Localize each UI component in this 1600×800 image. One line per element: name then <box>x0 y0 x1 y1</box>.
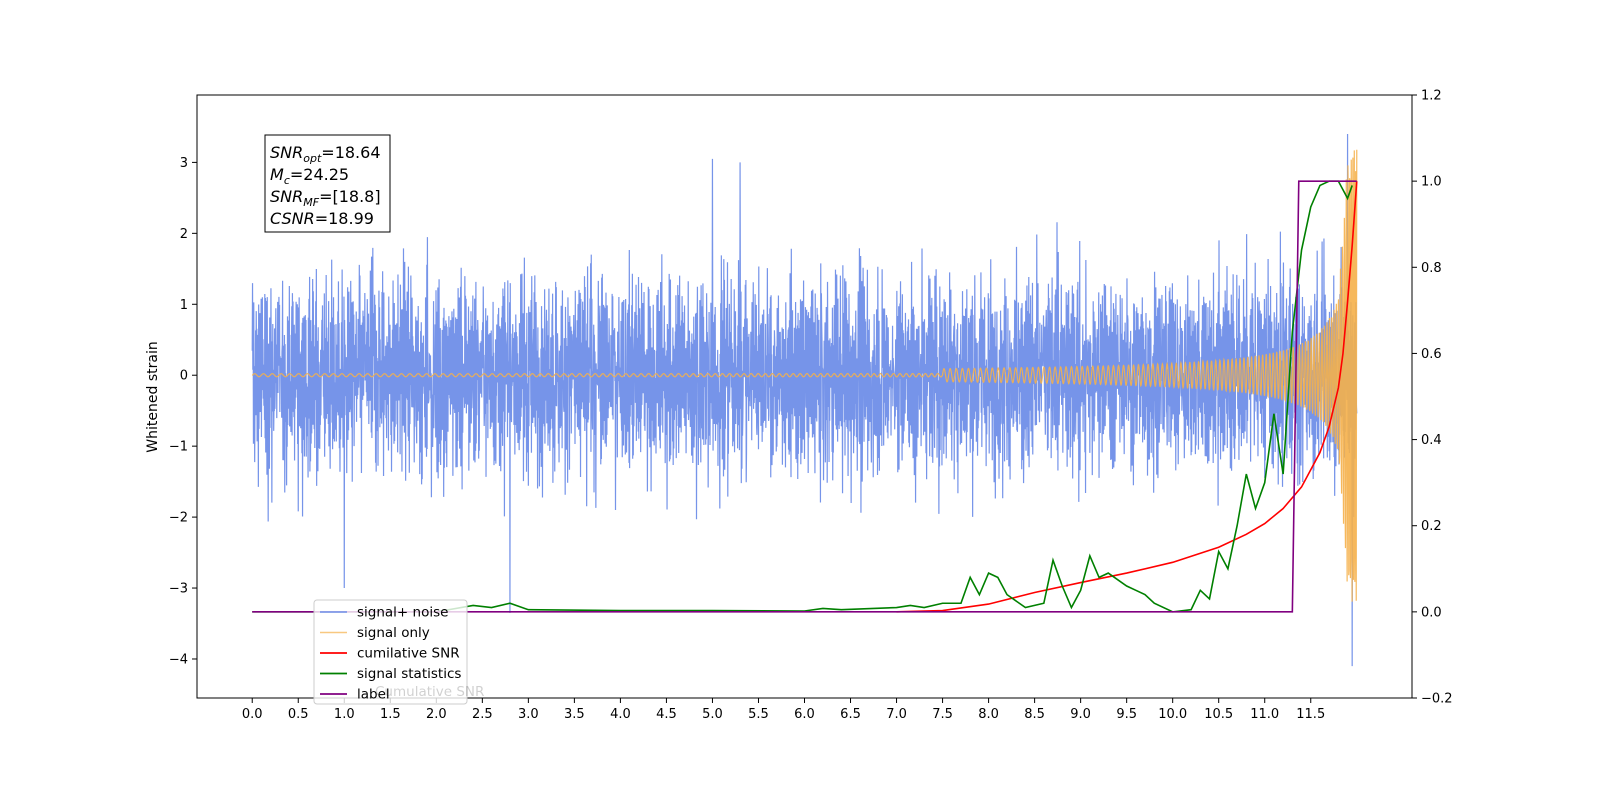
stats-line: SNRopt=18.64 <box>270 143 381 165</box>
y-tick-label: −4 <box>169 652 188 667</box>
x-tick-label: 4.5 <box>656 707 677 722</box>
y-tick-label: 2 <box>180 227 188 242</box>
y-tick-label: −1 <box>169 440 188 455</box>
x-tick-label: 0.0 <box>242 707 263 722</box>
y2-tick-label: 0.8 <box>1421 261 1442 276</box>
x-tick-label: 1.5 <box>380 707 401 722</box>
x-tick-label: 8.0 <box>978 707 999 722</box>
y-tick-label: 1 <box>180 298 188 313</box>
x-tick-label: 7.5 <box>932 707 953 722</box>
x-tick-label: 6.0 <box>794 707 815 722</box>
legend-label: signal statistics <box>357 666 461 682</box>
x-tick-label: 9.5 <box>1116 707 1137 722</box>
y-tick-label: −3 <box>169 582 188 597</box>
x-tick-label: 2.0 <box>426 707 447 722</box>
x-tick-label: 5.0 <box>702 707 723 722</box>
x-tick-label: 1.0 <box>334 707 355 722</box>
x-tick-label: 2.5 <box>472 707 493 722</box>
x-tick-label: 3.5 <box>564 707 585 722</box>
legend-ghost-text: Cumulative SNR <box>375 684 484 700</box>
x-tick-label: 7.0 <box>886 707 907 722</box>
x-tick-label: 10.0 <box>1158 707 1187 722</box>
y-axis-label: Whitened strain <box>145 341 161 452</box>
y2-tick-label: 1.0 <box>1421 175 1442 190</box>
x-tick-label: 8.5 <box>1024 707 1045 722</box>
x-tick-label: 9.0 <box>1070 707 1091 722</box>
y2-tick-label: 0.2 <box>1421 519 1442 534</box>
series-line-signal-only <box>251 149 1358 602</box>
x-tick-label: 11.5 <box>1296 707 1325 722</box>
y2-tick-label: 0.4 <box>1421 433 1442 448</box>
stats-line: SNRMF=[18.8] <box>270 187 381 209</box>
series-line-signal-noise <box>251 134 1358 667</box>
y-tick-label: −2 <box>169 511 188 526</box>
stats-line: CSNR=18.99 <box>270 209 374 228</box>
legend-label: label <box>357 687 390 703</box>
y2-tick-label: −0.2 <box>1421 692 1453 707</box>
x-tick-label: 3.0 <box>518 707 539 722</box>
y-tick-label: 3 <box>180 156 188 171</box>
y2-tick-label: 0.6 <box>1421 347 1442 362</box>
series-line-label <box>252 180 1357 613</box>
legend: Cumulative SNR signal+ noise signal only c… <box>313 599 484 705</box>
legend-label: signal+ noise <box>357 605 448 621</box>
y-tick-label: 0 <box>180 369 188 384</box>
series-line-signal-statistics <box>252 180 1353 613</box>
x-tick-label: 11.0 <box>1250 707 1279 722</box>
stats-line: Mc=24.25 <box>270 165 349 187</box>
x-tick-label: 5.5 <box>748 707 769 722</box>
plot-area <box>251 134 1358 667</box>
x-tick-label: 4.0 <box>610 707 631 722</box>
x-tick-label: 6.5 <box>840 707 861 722</box>
stats-box-frame <box>264 134 391 233</box>
y2-tick-label: 1.2 <box>1421 89 1442 104</box>
x-tick-label: 0.5 <box>288 707 309 722</box>
legend-frame <box>313 599 468 705</box>
legend-label: signal only <box>357 625 430 641</box>
y2-tick-label: 0.0 <box>1421 605 1442 620</box>
legend-label: cumilative SNR <box>357 646 460 662</box>
series-line-cumulative-snr <box>896 181 1358 613</box>
x-tick-label: 10.5 <box>1204 707 1233 722</box>
axes: 0.0 0.5 1.0 1.5 2.0 2.5 3.0 3.5 4.0 4.5 5.0 5.5 6.0 6… <box>169 89 1453 723</box>
stats-text-box: SNRopt=18.64Mc=24.25SNRMF=[18.8]CSNR=18.… <box>264 134 391 233</box>
